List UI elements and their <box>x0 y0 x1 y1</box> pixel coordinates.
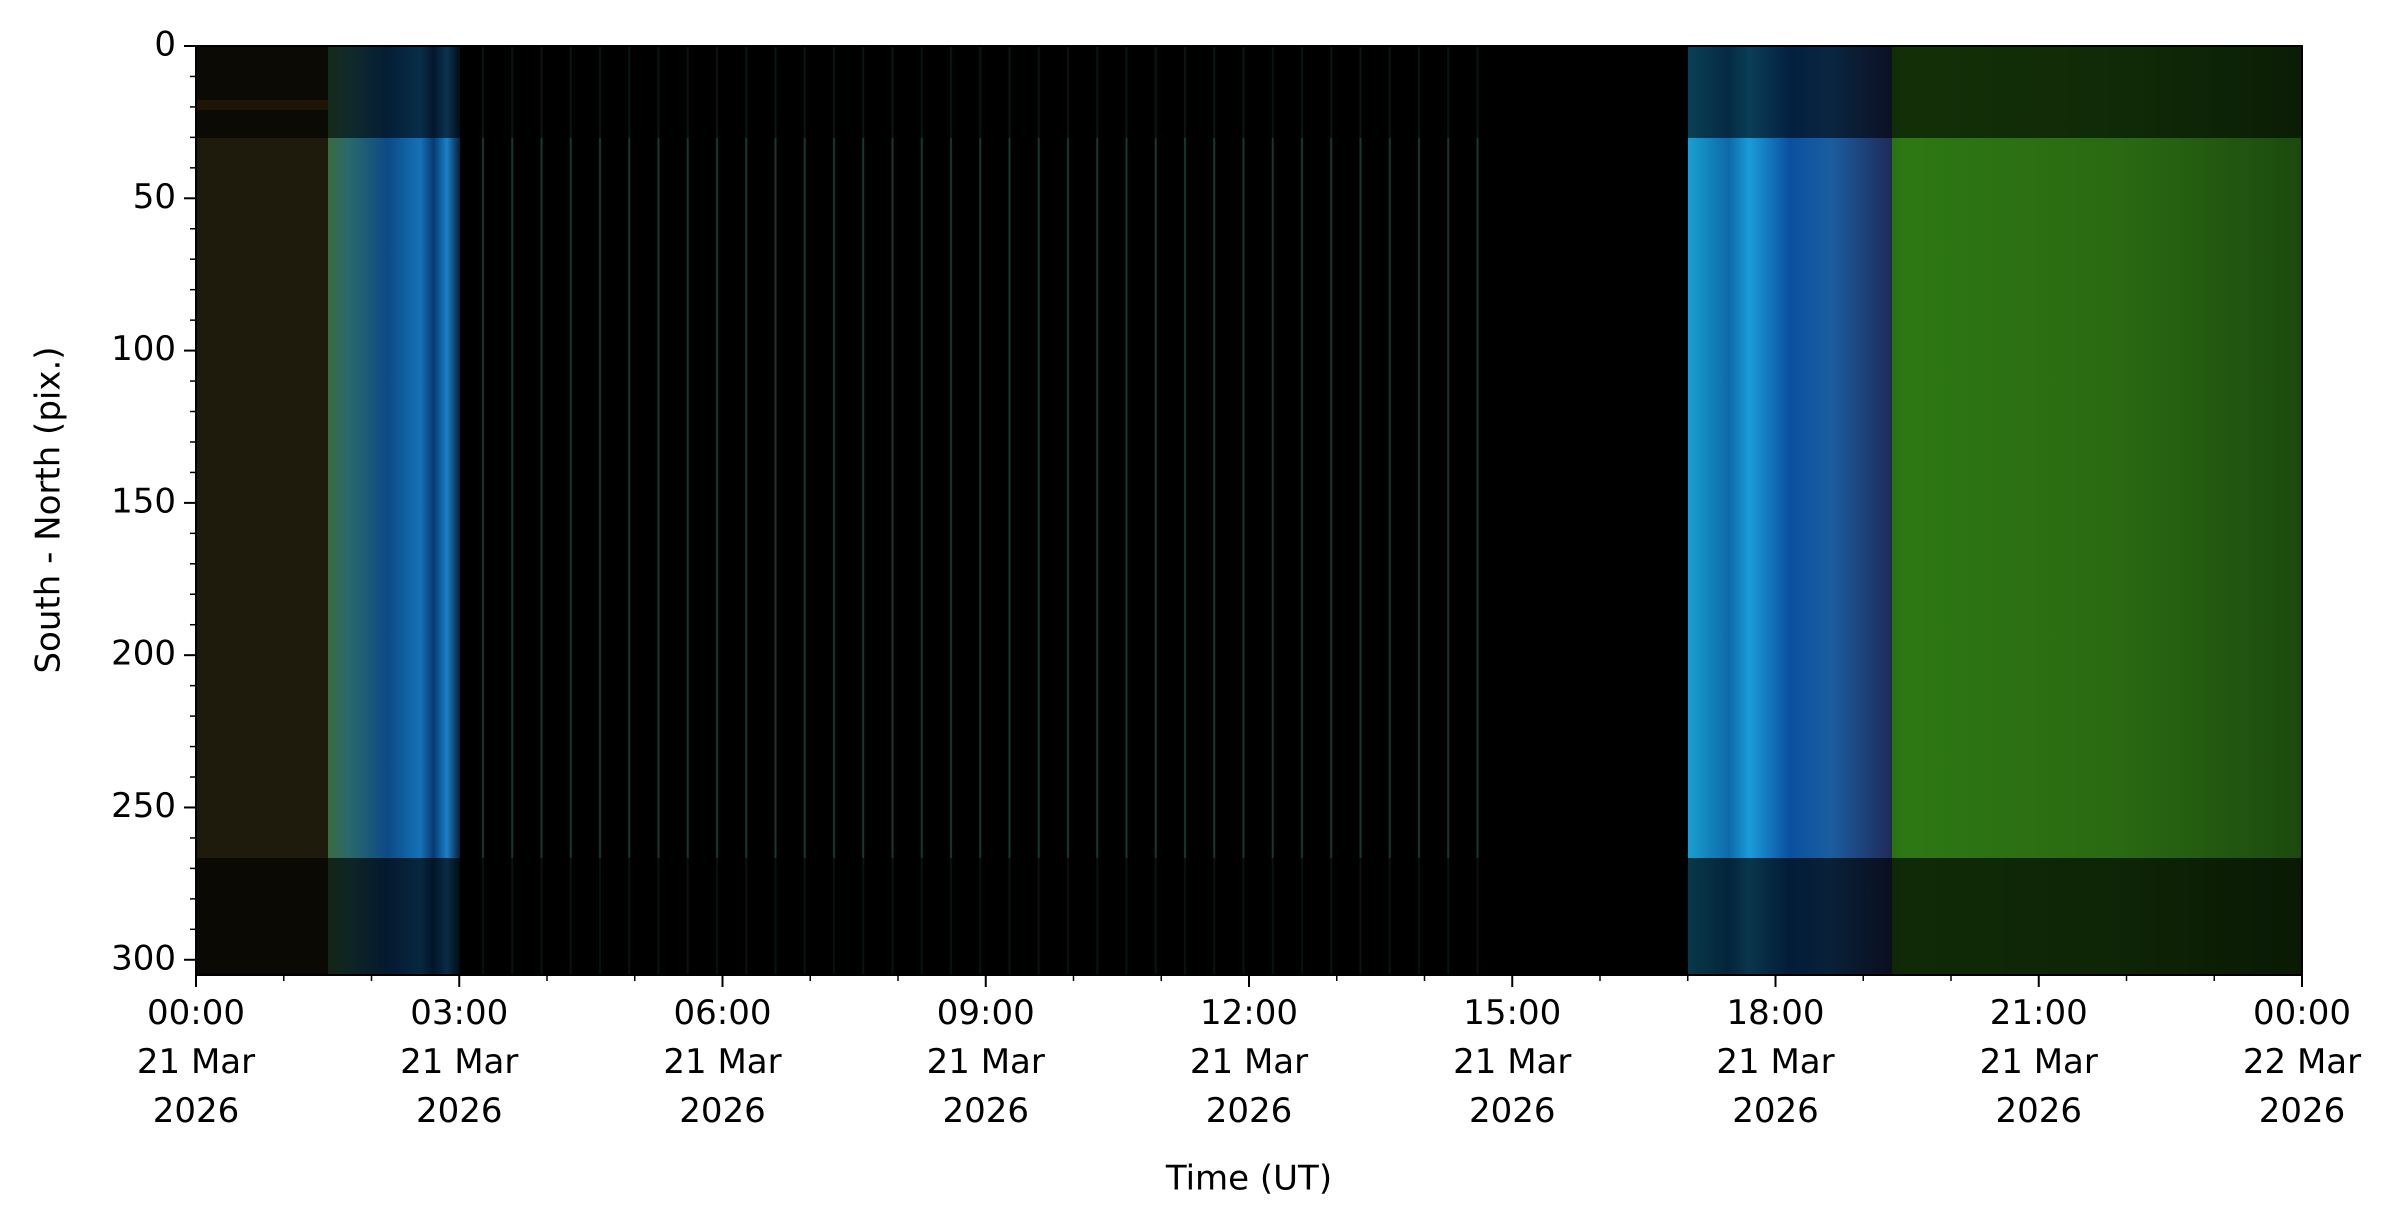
y-axis-label: South - North (pix.) <box>29 346 69 673</box>
keogram-image <box>196 46 2302 975</box>
x-tick-label: 06:00 21 Mar 2026 <box>663 993 782 1131</box>
y-tick-label: 250 <box>111 786 176 826</box>
y-tick-label: 150 <box>111 481 176 521</box>
y-tick-label: 100 <box>111 329 176 369</box>
x-tick-label: 03:00 21 Mar 2026 <box>400 993 519 1131</box>
x-tick-label: 12:00 21 Mar 2026 <box>1189 993 1309 1131</box>
x-tick-label: 09:00 21 Mar 2026 <box>926 993 1045 1131</box>
x-tick-label: 15:00 21 Mar 2026 <box>1453 993 1572 1131</box>
x-tick-label: 00:00 21 Mar 2026 <box>136 993 256 1131</box>
y-tick-label: 300 <box>111 938 176 978</box>
y-tick-label: 200 <box>111 634 176 674</box>
x-tick-label: 18:00 21 Mar 2026 <box>1716 993 1835 1131</box>
y-tick-label: 0 <box>154 25 176 65</box>
y-tick-label: 50 <box>133 177 176 217</box>
x-tick-label: 21:00 21 Mar 2026 <box>1979 993 2098 1131</box>
x-axis-label: Time (UT) <box>1165 1159 1332 1199</box>
x-tick-label: 00:00 22 Mar 2026 <box>2242 993 2362 1131</box>
